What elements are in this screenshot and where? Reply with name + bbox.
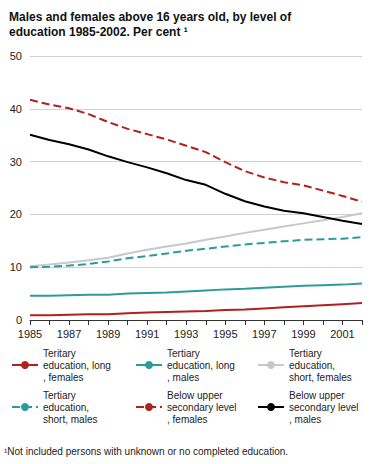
svg-text:1989: 1989 <box>96 328 120 340</box>
svg-text:1997: 1997 <box>252 328 276 340</box>
svg-text:40: 40 <box>10 103 22 115</box>
svg-text:, females: , females <box>167 414 208 425</box>
svg-text:1999: 1999 <box>291 328 315 340</box>
svg-text:Males and females above 16 yea: Males and females above 16 years old, by… <box>9 10 294 24</box>
svg-text:Tertiary: Tertiary <box>167 348 203 359</box>
svg-text:1995: 1995 <box>213 328 237 340</box>
svg-text:Below upper: Below upper <box>289 390 347 401</box>
svg-text:, males: , males <box>289 414 321 425</box>
svg-text:0: 0 <box>16 314 22 326</box>
svg-text:Below upper: Below upper <box>167 390 225 401</box>
svg-text:¹Not included persons with unk: ¹Not included persons with unknown or no… <box>4 446 288 457</box>
svg-text:education,: education, <box>43 402 92 413</box>
svg-text:education 1985-2002. Per cent: education 1985-2002. Per cent ¹ <box>9 25 188 39</box>
svg-text:secondary level: secondary level <box>167 402 236 413</box>
svg-text:education, long: education, long <box>167 360 235 371</box>
svg-text:1987: 1987 <box>57 328 81 340</box>
svg-text:education,: education, <box>289 360 338 371</box>
svg-text:10: 10 <box>10 261 22 273</box>
svg-text:Tertiary: Tertiary <box>289 348 325 359</box>
svg-text:1991: 1991 <box>135 328 159 340</box>
svg-text:Teritary: Teritary <box>43 348 79 359</box>
svg-text:30: 30 <box>10 156 22 168</box>
svg-text:Tertiary: Tertiary <box>43 390 79 401</box>
svg-text:1985: 1985 <box>18 328 42 340</box>
svg-text:education, long: education, long <box>43 360 111 371</box>
svg-text:2001: 2001 <box>330 328 354 340</box>
svg-text:short, females: short, females <box>289 372 352 383</box>
svg-text:20: 20 <box>10 208 22 220</box>
svg-text:short, males: short, males <box>43 414 97 425</box>
svg-text:secondary level: secondary level <box>289 402 358 413</box>
svg-text:50: 50 <box>10 50 22 62</box>
svg-text:1993: 1993 <box>174 328 198 340</box>
svg-text:, females: , females <box>43 372 84 383</box>
svg-text:, males: , males <box>167 372 199 383</box>
